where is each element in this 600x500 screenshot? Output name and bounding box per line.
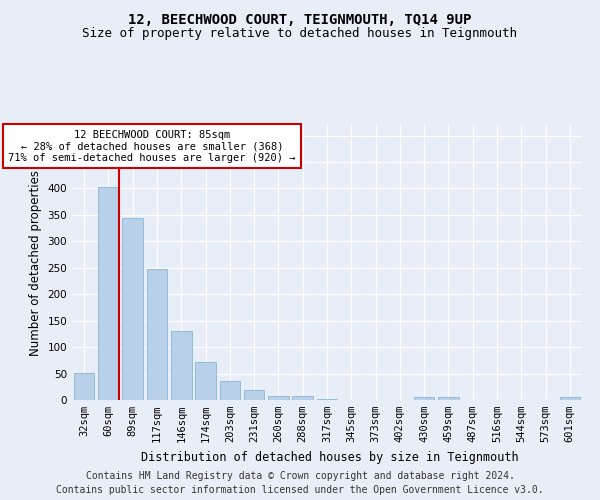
- Bar: [98, 187, 119, 400]
- Bar: [560, 398, 580, 400]
- Text: 12 BEECHWOOD COURT: 85sqm
← 28% of detached houses are smaller (368)
71% of semi: 12 BEECHWOOD COURT: 85sqm ← 28% of detac…: [8, 130, 296, 163]
- Bar: [220, 381, 240, 400]
- Bar: [268, 396, 289, 400]
- Bar: [171, 330, 191, 400]
- Text: Size of property relative to detached houses in Teignmouth: Size of property relative to detached ho…: [83, 28, 517, 40]
- Bar: [146, 270, 167, 400]
- Y-axis label: Number of detached properties: Number of detached properties: [29, 170, 42, 356]
- Bar: [292, 396, 313, 400]
- Bar: [74, 372, 94, 400]
- Text: 12, BEECHWOOD COURT, TEIGNMOUTH, TQ14 9UP: 12, BEECHWOOD COURT, TEIGNMOUTH, TQ14 9U…: [128, 12, 472, 26]
- Text: Contains HM Land Registry data © Crown copyright and database right 2024.
Contai: Contains HM Land Registry data © Crown c…: [56, 471, 544, 495]
- Bar: [317, 399, 337, 400]
- Bar: [244, 390, 265, 400]
- Bar: [438, 397, 459, 400]
- Bar: [414, 397, 434, 400]
- Bar: [195, 362, 216, 400]
- Bar: [122, 218, 143, 400]
- Text: Distribution of detached houses by size in Teignmouth: Distribution of detached houses by size …: [141, 451, 519, 464]
